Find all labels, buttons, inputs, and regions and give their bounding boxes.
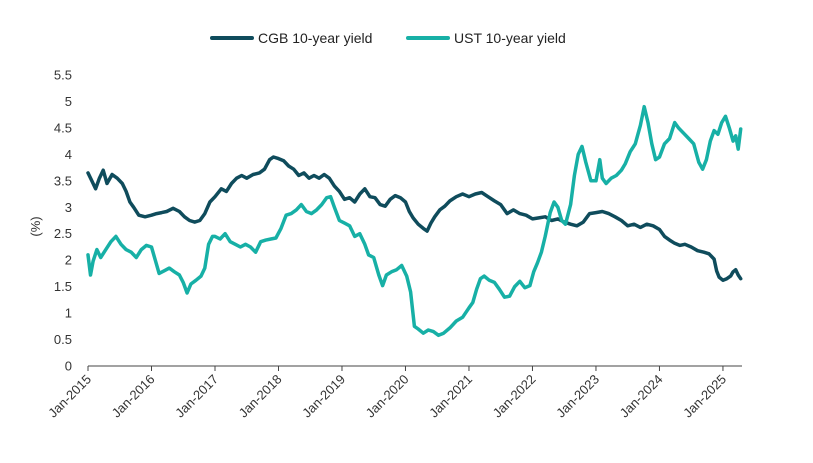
y-tick-label: 3 [65,200,72,215]
x-tick-label: Jan-2016 [109,372,158,421]
y-tick-label: 5 [65,94,72,109]
series-line-cgb [86,155,743,283]
x-tick-label: Jan-2021 [426,372,475,421]
y-tick-label: 2 [65,253,72,268]
y-tick-label: 4.5 [54,120,72,135]
x-tick-label: Jan-2023 [553,372,602,421]
x-tick-label: Jan-2015 [45,372,94,421]
series-group [86,104,743,338]
x-tick-label: Jan-2024 [617,372,666,421]
x-tick-label: Jan-2025 [680,372,729,421]
legend-label-ust: UST 10-year yield [454,30,566,46]
legend-label-cgb: CGB 10-year yield [258,30,372,46]
x-tick-label: Jan-2018 [236,372,285,421]
series-line-ust [86,104,743,338]
y-tick-label: 4 [65,147,72,162]
y-tick-label: 2.5 [54,226,72,241]
y-axis-label: (%) [28,216,43,236]
y-tick-label: 5.5 [54,68,72,83]
x-tick-label: Jan-2022 [490,372,539,421]
y-tick-label: 0.5 [54,332,72,347]
y-axis-ticks: 0 0.5 1 1.5 2 2.5 3 3.5 4 4.5 5 5.5 [54,68,72,374]
y-tick-label: 3.5 [54,173,72,188]
x-tick-label: Jan-2017 [172,372,221,421]
y-tick-label: 1 [65,306,72,321]
x-axis: Jan-2015 Jan-2016 Jan-2017 Jan-2018 Jan-2019… [45,365,742,421]
y-tick-label: 0 [65,359,72,374]
y-tick-label: 1.5 [54,279,72,294]
legend: CGB 10-year yield UST 10-year yield [210,30,566,46]
x-tick-label: Jan-2020 [363,372,412,421]
x-tick-label: Jan-2019 [299,372,348,421]
